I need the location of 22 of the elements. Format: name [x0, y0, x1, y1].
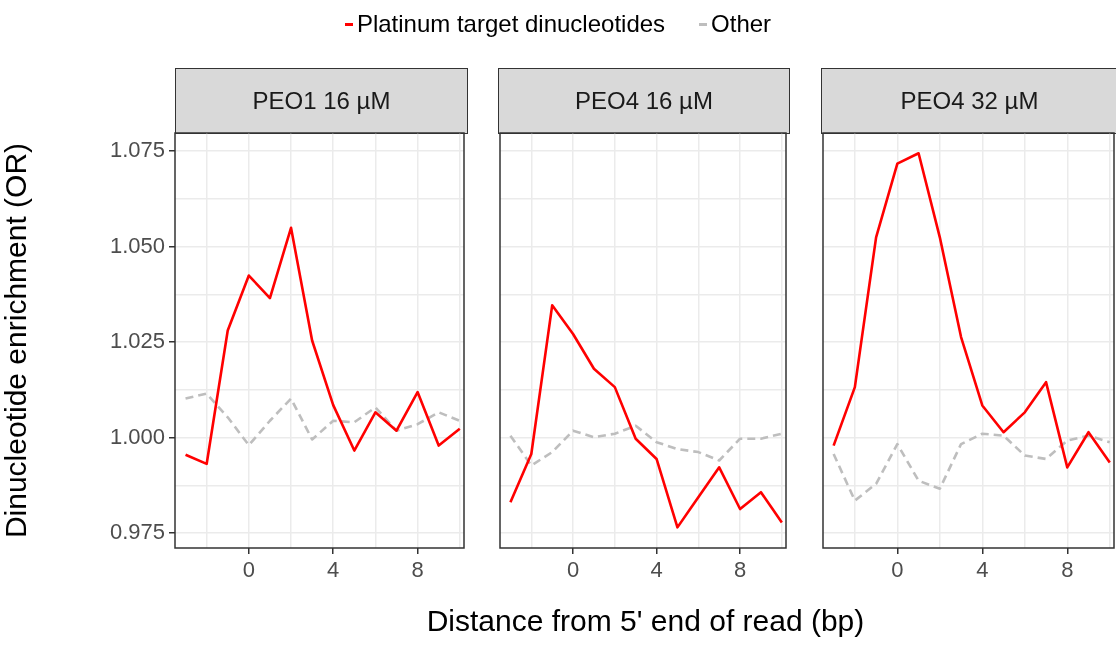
y-tick-label: 1.025: [109, 328, 165, 354]
chart-title: PEO4 16 µM: [498, 68, 790, 134]
x-tick-label: 4: [650, 557, 663, 583]
y-tick-label: 1.000: [109, 423, 165, 449]
chart-title: PEO4 32 µM: [821, 68, 1116, 134]
x-tick-label: 0: [891, 557, 904, 583]
legend-label: Other: [711, 10, 772, 38]
y-axis-title: Dinucleotide enrichment (OR): [0, 142, 33, 539]
x-axis-title: Distance from 5' end of read (bp): [425, 604, 866, 638]
chart-title: PEO1 16 µM: [175, 68, 468, 134]
y-tick-label: 0.975: [109, 519, 165, 545]
x-tick-label: 4: [327, 557, 340, 583]
x-tick-label: 8: [733, 557, 747, 583]
x-tick-label: 4: [976, 557, 989, 583]
x-tick-label: 0: [242, 557, 255, 583]
line-series: [184, 392, 462, 447]
y-tick-label: 1.050: [109, 232, 165, 258]
x-tick-label: 8: [1061, 557, 1074, 583]
x-tick-label: 8: [411, 557, 424, 583]
y-tick-label: 1.075: [109, 137, 165, 163]
legend-label: Platinum target dinucleotides: [356, 10, 666, 38]
x-tick-label: 0: [566, 557, 580, 583]
